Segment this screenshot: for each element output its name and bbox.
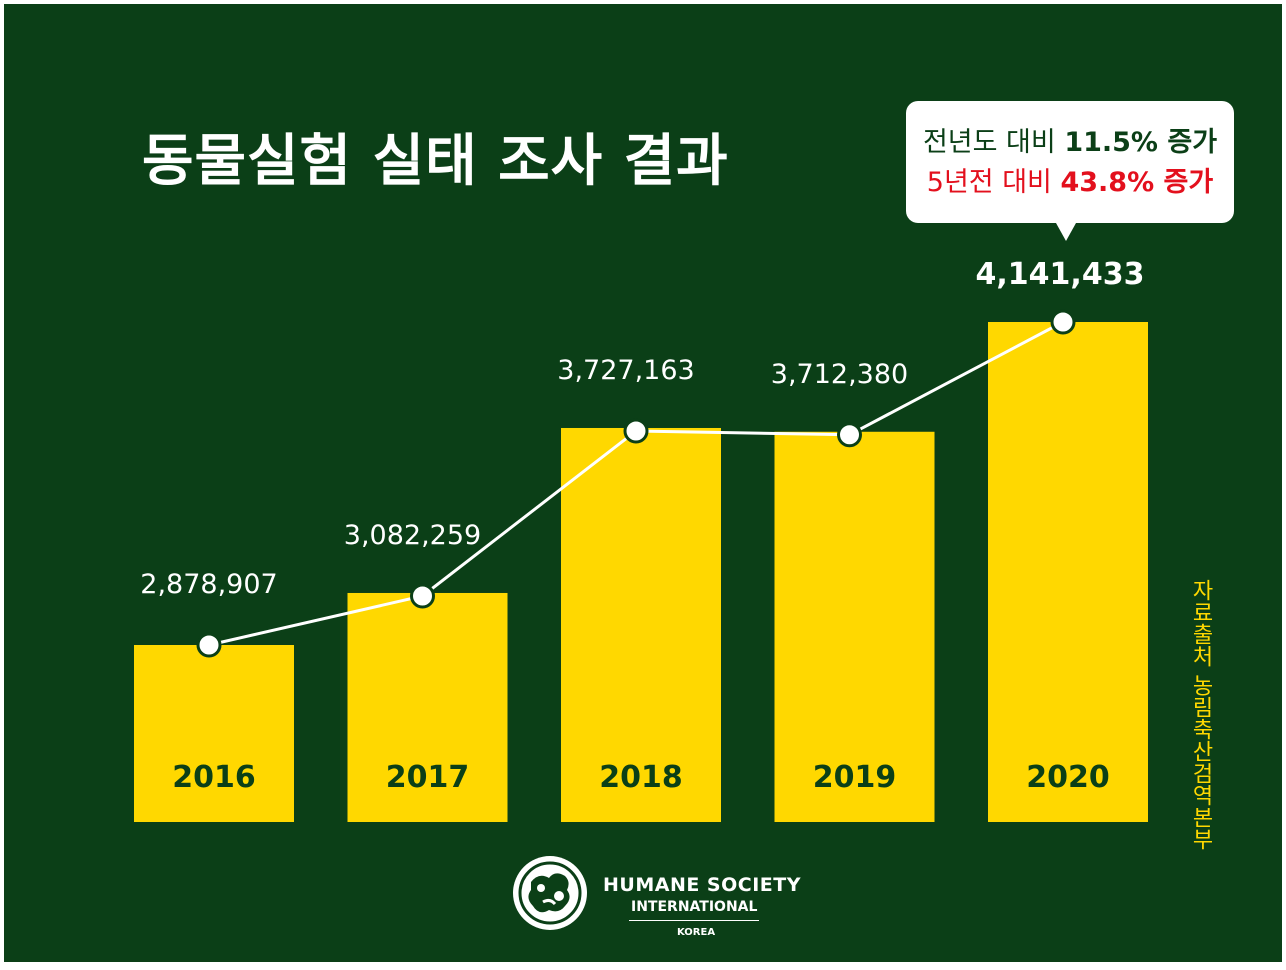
bar-2019	[774, 431, 935, 822]
data-label-2018: 3,727,163	[557, 355, 694, 386]
data-label-2020: 4,141,433	[976, 257, 1145, 292]
point-2019	[837, 422, 862, 448]
growth-callout: 전년도 대비 11.5% 증가 5년전 대비 43.8% 증가	[906, 101, 1234, 241]
animal-globe-icon	[513, 856, 587, 930]
data-label-2016: 2,878,907	[140, 569, 277, 600]
logo-divider	[629, 920, 759, 921]
source-text: 자료출처 농림축산검역본부	[1188, 579, 1213, 850]
x-tick-label-2017: 2017	[386, 760, 470, 795]
callout-yoy-prefix: 전년도 대비	[922, 127, 1065, 158]
logo-country: KOREA	[677, 927, 716, 938]
logo-name: HUMANE SOCIETY	[603, 874, 801, 896]
callout-yoy-value: 11.5% 증가	[1064, 127, 1218, 158]
bar-2017	[347, 592, 508, 822]
chart-board: 2016 2017 2018 2019 2020 2,878,907 3,082,259 3,…	[4, 4, 1282, 962]
point-2017	[410, 583, 435, 609]
hsi-logo: HUMANE SOCIETY INTERNATIONAL KOREA	[509, 852, 809, 942]
point-2020	[1050, 309, 1076, 335]
callout-5yr-prefix: 5년전 대비	[926, 167, 1061, 198]
x-tick-label-2016: 2016	[172, 760, 256, 795]
chart-plot: 2016 2017 2018 2019 2020 2,878,907 3,082,259 3,…	[134, 257, 1148, 822]
callout-5yr: 5년전 대비 43.8% 증가	[906, 163, 1234, 203]
bar-2018	[561, 427, 721, 822]
source-note: 자료출처 농림축산검역본부	[1184, 579, 1214, 850]
x-tick-label-2019: 2019	[813, 760, 897, 795]
x-tick-label-2020: 2020	[1026, 760, 1110, 795]
callout-yoy: 전년도 대비 11.5% 증가	[906, 123, 1234, 163]
point-2016	[196, 632, 222, 658]
bar-2016	[134, 645, 294, 822]
x-tick-label-2018: 2018	[599, 760, 683, 795]
chart-title: 동물실험 실태 조사 결과	[142, 129, 729, 194]
data-label-2017: 3,082,259	[344, 520, 481, 551]
point-2018	[623, 418, 649, 444]
bar-2020	[988, 322, 1148, 822]
data-label-2019: 3,712,380	[771, 359, 908, 390]
callout-5yr-value: 43.8% 증가	[1060, 167, 1214, 198]
logo-sub: INTERNATIONAL	[631, 899, 758, 915]
